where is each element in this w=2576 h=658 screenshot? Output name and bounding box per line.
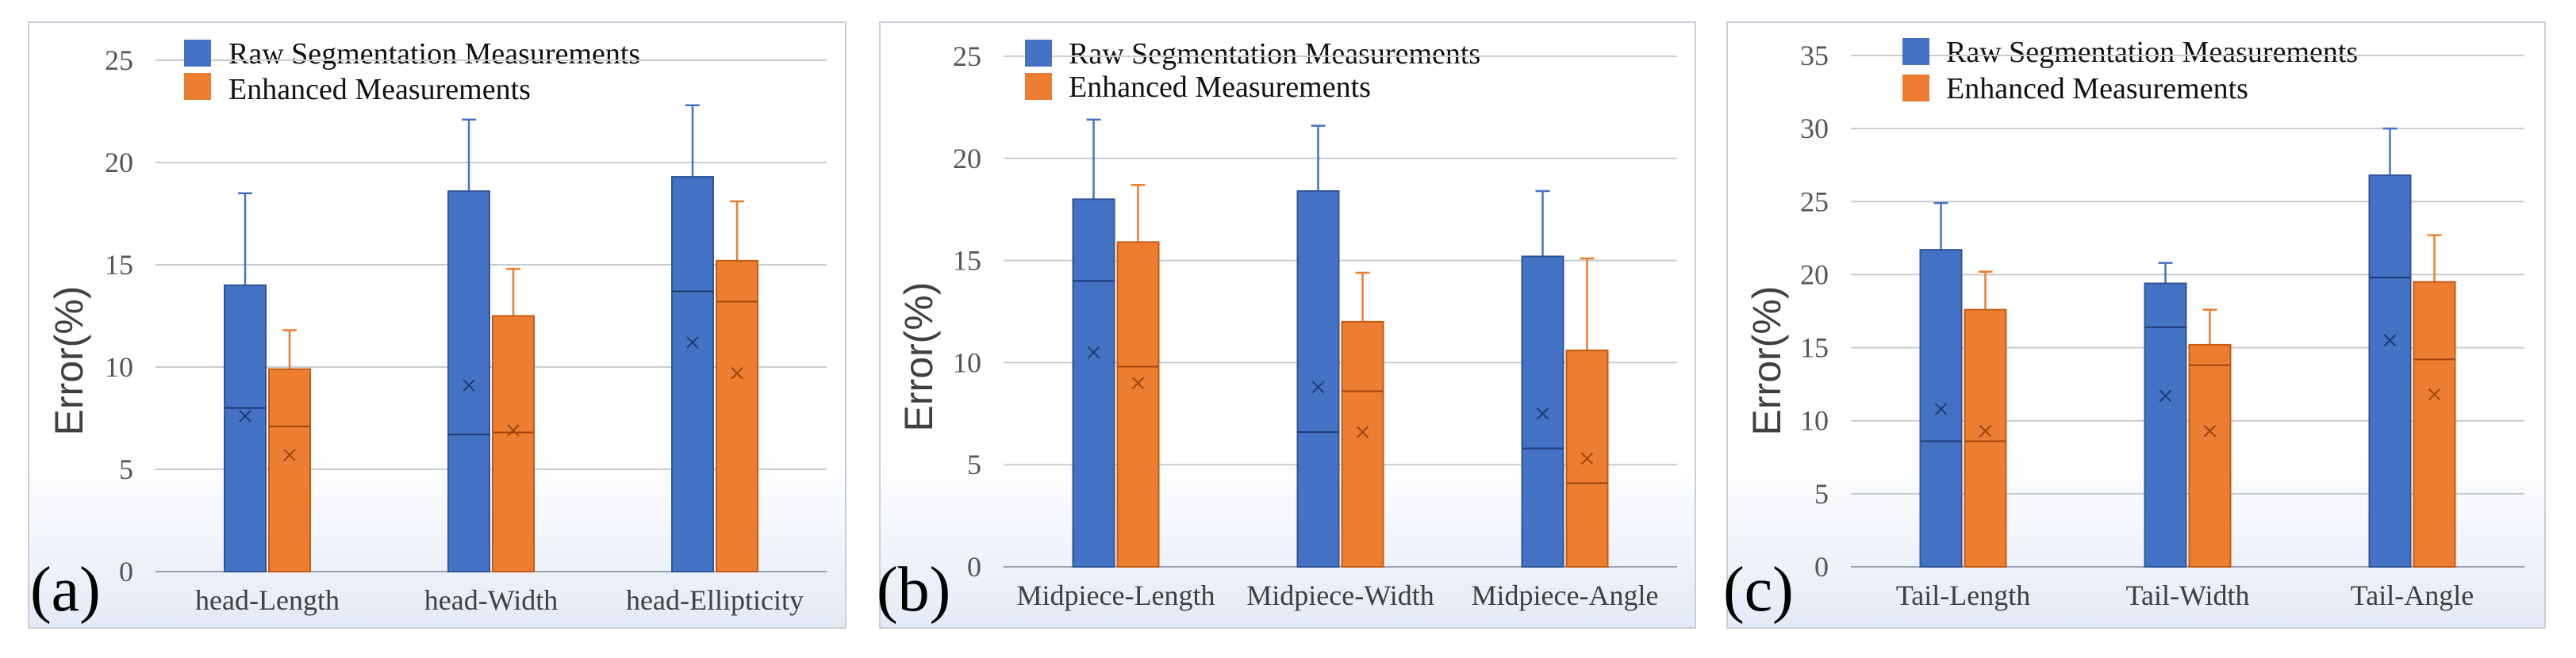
y-tick-label-c-15: 15 [1800, 332, 1829, 364]
bar-enhanced-c-3 [2413, 281, 2456, 568]
y-tick-label-c-0: 0 [1814, 551, 1829, 583]
legend-label-enhanced-c: Enhanced Measurements [1946, 72, 2248, 105]
x-tick-label-c-2: Tail-Width [2126, 580, 2250, 611]
panel-label-b: (b) [877, 555, 950, 625]
bar-raw-b-2 [1296, 190, 1340, 568]
y-tick-label-b-20: 20 [953, 143, 981, 174]
bar-enhanced-c-2 [2188, 343, 2232, 568]
x-tick-label-c-3: Tail-Angle [2351, 580, 2474, 611]
panel-label-a: (a) [30, 555, 101, 625]
y-tick-label-a-0: 0 [119, 556, 133, 587]
legend-swatch-enhanced-c [1902, 75, 1929, 101]
bar-raw-a-2 [447, 190, 490, 572]
y-tick-label-b-15: 15 [953, 245, 981, 277]
bar-raw-b-3 [1521, 255, 1564, 568]
mean-marker-enhanced-a-1 [283, 449, 296, 461]
bar-raw-a-1 [224, 284, 267, 572]
mean-marker-raw-c-1 [1934, 403, 1948, 415]
legend-swatch-enhanced-a [184, 73, 211, 100]
mean-marker-raw-a-1 [239, 410, 251, 423]
x-tick-label-a-3: head-Ellipticity [626, 584, 804, 616]
legend-label-raw-a: Raw Segmentation Measurements [228, 37, 640, 71]
bar-raw-c-3 [2368, 174, 2412, 568]
y-tick-label-a-20: 20 [105, 147, 133, 178]
mean-marker-raw-c-2 [2159, 389, 2172, 403]
y-tick-label-a-5: 5 [119, 453, 133, 485]
legend-label-raw-b: Raw Segmentation Measurements [1069, 37, 1480, 71]
x-tick-label-a-2: head-Width [424, 584, 559, 616]
y-axis-label-a: Error(%) [47, 286, 91, 436]
bar-enhanced-a-2 [492, 315, 535, 572]
chart-marks: 0 5 10 15 20 25 head-Length head-Width head-Elli… [105, 38, 2524, 616]
x-tick-label-a-1: head-Length [195, 584, 340, 616]
bar-enhanced-b-2 [1341, 320, 1384, 568]
mean-marker-enhanced-b-3 [1580, 452, 1594, 465]
y-tick-label-c-20: 20 [1800, 258, 1829, 290]
legend-label-enhanced-a: Enhanced Measurements [228, 73, 531, 106]
mean-marker-raw-b-3 [1536, 407, 1549, 420]
mean-marker-raw-a-2 [463, 379, 475, 392]
x-tick-label-b-1: Midpiece-Length [1017, 580, 1215, 611]
y-axis-label-b: Error(%) [896, 282, 941, 432]
y-tick-label-c-10: 10 [1800, 405, 1829, 437]
bar-raw-a-3 [671, 176, 714, 572]
legend-swatch-raw-a [184, 40, 211, 67]
y-tick-label-a-15: 15 [105, 249, 133, 281]
x-tick-label-c-1: Tail-Length [1896, 580, 2030, 611]
mean-marker-enhanced-b-2 [1356, 426, 1369, 438]
mean-marker-enhanced-b-1 [1131, 377, 1145, 389]
bar-raw-b-1 [1072, 198, 1115, 568]
y-tick-label-a-25: 25 [105, 44, 133, 76]
bar-enhanced-a-3 [716, 259, 758, 572]
mean-marker-raw-b-1 [1087, 346, 1100, 359]
y-tick-label-c-5: 5 [1814, 478, 1829, 510]
mean-marker-enhanced-c-3 [2428, 388, 2441, 401]
legend-label-enhanced-b: Enhanced Measurements [1069, 71, 1371, 104]
mean-marker-raw-b-2 [1311, 381, 1325, 394]
mean-marker-enhanced-a-2 [507, 424, 520, 437]
y-tick-label-b-5: 5 [967, 449, 981, 480]
mean-marker-enhanced-c-1 [1979, 424, 1992, 438]
legend-swatch-raw-c [1902, 38, 1929, 65]
y-tick-label-b-10: 10 [953, 346, 981, 378]
y-tick-label-b-0: 0 [967, 551, 981, 583]
y-axis-label-c: Error(%) [1745, 286, 1789, 436]
y-tick-label-b-25: 25 [953, 40, 981, 72]
y-tick-label-c-25: 25 [1800, 186, 1829, 217]
mean-marker-enhanced-c-2 [2203, 424, 2217, 438]
mean-marker-raw-c-3 [2383, 334, 2397, 347]
panel-label-c: (c) [1723, 555, 1794, 625]
bar-enhanced-c-1 [1964, 308, 2007, 568]
y-tick-label-c-35: 35 [1800, 40, 1829, 71]
legend-label-raw-c: Raw Segmentation Measurements [1946, 36, 2358, 69]
mean-marker-enhanced-a-3 [731, 367, 743, 380]
legend-swatch-raw-b [1025, 40, 1052, 67]
y-tick-label-a-10: 10 [105, 351, 133, 383]
x-tick-label-b-2: Midpiece-Width [1246, 580, 1434, 611]
bar-enhanced-a-1 [268, 368, 311, 572]
bar-enhanced-b-1 [1116, 241, 1160, 568]
bar-raw-c-2 [2144, 282, 2187, 568]
mean-marker-raw-a-3 [686, 336, 699, 349]
y-tick-label-c-30: 30 [1800, 113, 1829, 144]
x-tick-label-b-3: Midpiece-Angle [1472, 580, 1659, 611]
legend-swatch-enhanced-b [1025, 73, 1052, 100]
